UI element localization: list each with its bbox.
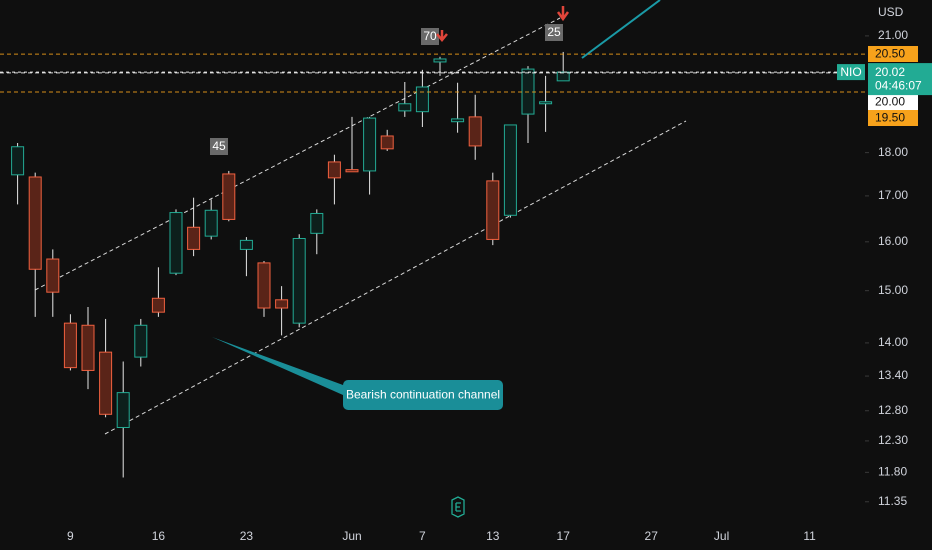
callout-box (343, 380, 503, 410)
candle-body (486, 180, 500, 240)
candle-body (275, 299, 289, 309)
events-icon (451, 496, 465, 518)
callout-text: Bearish continuation channel (346, 388, 500, 402)
last-price-box (868, 63, 932, 96)
y-tick-label: 16.00 (878, 234, 908, 248)
y-tick-label: 21.00 (878, 28, 908, 42)
price-line-label: 19.50 (875, 111, 905, 125)
candle-body (151, 297, 165, 313)
candle-body (345, 169, 359, 173)
x-tick-label: 9 (67, 529, 74, 543)
markers: 70 25 45 (210, 6, 570, 518)
y-tick-label: 17.00 (878, 188, 908, 202)
y-tick-label: 14.00 (878, 335, 908, 349)
last-price-label: 20.02 (875, 65, 905, 79)
candle-body (556, 71, 570, 82)
marker-text: 25 (547, 25, 561, 39)
price-line-label-box (868, 46, 918, 62)
y-tick-label: 11.35 (878, 494, 907, 508)
candle-body (398, 103, 412, 112)
candles (11, 51, 570, 478)
symbol-label: NIO (840, 65, 861, 79)
candle-body (415, 86, 429, 113)
candle-body (63, 322, 77, 369)
candle-body (222, 173, 236, 220)
marker-box (545, 24, 563, 41)
x-tick-label: 13 (486, 529, 500, 543)
price-line-label: 20.50 (875, 47, 905, 61)
candle-body (310, 212, 324, 234)
drawings: Bearish continuation channel (34, 0, 687, 435)
candle-body (204, 209, 218, 237)
trend-arrow (581, 0, 661, 59)
x-tick-label: 27 (645, 529, 659, 543)
candle-body (239, 239, 253, 250)
candle-body (503, 124, 517, 216)
y-tick-label: 13.40 (878, 368, 908, 382)
callout-pointer (212, 337, 343, 395)
y-tick-label: 15.00 (878, 283, 908, 297)
candle-body (539, 101, 553, 105)
candle-body (187, 226, 201, 250)
price-axis: USD 21.00 18.00 17.00 16.00 15.00 14.00 13.40 1… (0, 5, 932, 543)
candle-body (257, 262, 271, 309)
channel-lower (104, 120, 687, 435)
candle-body (468, 116, 482, 147)
symbol-box (837, 64, 865, 81)
y-tick-label: 12.80 (878, 403, 908, 417)
countdown-label: 04:46:07 (875, 78, 922, 92)
candle-body (292, 237, 306, 324)
x-tick-label: 11 (803, 529, 816, 543)
candle-body (169, 212, 183, 274)
candle-body (380, 135, 394, 150)
marker-text: 45 (212, 139, 226, 153)
channel-upper (34, 17, 561, 291)
marker-box (210, 138, 228, 155)
x-tick-label: Jun (342, 529, 361, 543)
x-tick-label: 7 (419, 529, 426, 543)
y-tick-label: 12.30 (878, 433, 908, 447)
x-tick-label: Jul (714, 529, 729, 543)
x-tick-label: 23 (240, 529, 254, 543)
candle-body (327, 161, 341, 179)
axis-unit: USD (878, 5, 904, 19)
candle-body (99, 351, 113, 415)
y-tick-label: 18.00 (878, 145, 908, 159)
candle-body (363, 117, 377, 172)
marker-text: 70 (423, 29, 437, 43)
candle-body (116, 392, 130, 428)
price-line-label: 20.00 (875, 95, 905, 109)
candle-body (81, 324, 95, 371)
arrow-down (436, 30, 448, 42)
arrow-down (556, 6, 570, 22)
candle-body (11, 146, 25, 176)
candle-body (134, 324, 148, 358)
candle-body (451, 118, 465, 123)
y-tick-label: 11.80 (878, 465, 907, 479)
price-line-label-box (868, 94, 918, 110)
candle-body (433, 58, 447, 63)
marker-box (421, 28, 439, 45)
x-tick-label: 16 (152, 529, 166, 543)
price-line-label-box (868, 110, 918, 126)
candle-body (28, 176, 42, 270)
x-tick-label: 17 (557, 529, 571, 543)
candle-body (46, 258, 60, 293)
